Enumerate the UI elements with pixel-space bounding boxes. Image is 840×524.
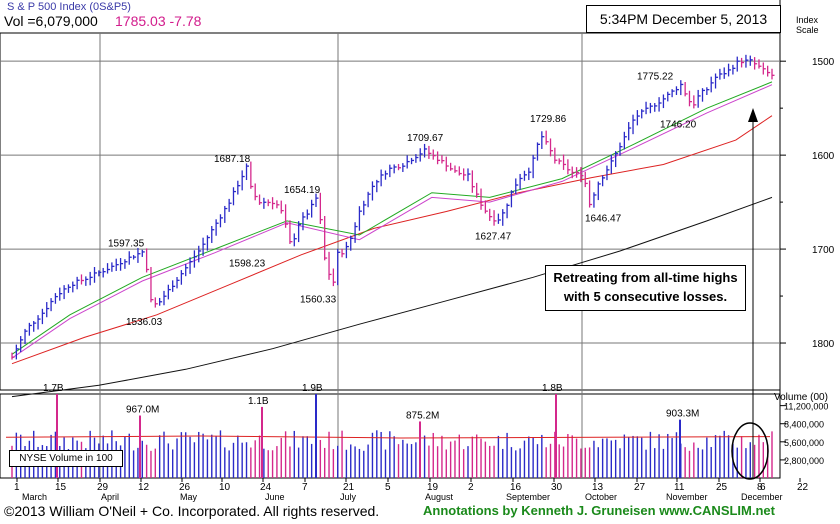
chart-gridlines <box>0 0 801 482</box>
price-annotation-label: 1729.86 <box>530 114 567 125</box>
price-tick-label: 1700 <box>812 245 835 256</box>
price-tick-label: 1600 <box>812 151 835 162</box>
volume-spike-label: 875.2M <box>406 410 439 421</box>
x-tick-label: 2 <box>468 482 474 493</box>
ma-200-line <box>11 196 773 398</box>
index-title: S & P 500 Index (0S&P5) <box>7 1 131 13</box>
x-tick-label: 30 <box>551 482 563 493</box>
x-tick-label: 21 <box>343 482 355 493</box>
volume-bars <box>5 394 773 478</box>
x-tick-label: 10 <box>219 482 231 493</box>
volume-tick-label: 2,800,000 <box>784 456 824 466</box>
timestamp-box: 5:34PM December 5, 2013 <box>586 5 781 33</box>
volume-spike-label: 1.9B <box>302 383 323 394</box>
month-label: April <box>101 492 119 502</box>
moving-average-lines <box>11 81 773 398</box>
index-scale-label: Index Scale <box>796 15 819 35</box>
copyright-text: ©2013 William O'Neil + Co. Incorporated.… <box>4 503 380 519</box>
price-annotation-label: 1536.03 <box>126 317 163 328</box>
price-readout: 1785.03 -7.78 <box>115 13 201 29</box>
month-label: September <box>506 492 550 502</box>
volume-spike-label: 1.1B <box>248 396 269 407</box>
nyse-volume-label: NYSE Volume in 100 <box>9 450 123 467</box>
price-annotation-label: 1597.35 <box>108 239 145 250</box>
month-label: December <box>741 492 783 502</box>
volume-spike-label: 967.0M <box>126 405 159 416</box>
volume-highlight-oval <box>731 422 769 480</box>
volume-tick-label: 11,200,000 <box>784 402 828 412</box>
x-tick-label: 1 <box>14 482 20 493</box>
annotation-box: Retreating from all-time highs with 5 co… <box>545 265 746 311</box>
annotation-credit: Annotations by Kenneth J. Gruneisen www.… <box>423 503 775 518</box>
x-tick-label: 22 <box>797 482 809 493</box>
x-tick-label: 26 <box>179 482 191 493</box>
volume-tick-label: 5,600,000 <box>784 438 824 448</box>
x-tick-label: 12 <box>138 482 150 493</box>
price-annotation-label: 1775.22 <box>637 71 674 82</box>
volume-tick-label: 8,400,000 <box>784 420 824 430</box>
x-tick-label: 29 <box>97 482 109 493</box>
price-tick-label: 1500 <box>812 57 835 68</box>
ma-short-line <box>11 84 773 359</box>
price-annotation-label: 1646.47 <box>585 213 622 224</box>
index-scale-line1: Index <box>796 15 819 25</box>
price-change: -7.78 <box>169 13 202 29</box>
index-symbol: (0S&P5) <box>89 1 131 13</box>
last-price: 1785.03 <box>115 13 166 29</box>
price-annotation-label: 1598.23 <box>229 259 266 270</box>
month-label: May <box>180 492 198 502</box>
price-annotation-label: 1687.18 <box>214 154 251 165</box>
x-tick-label: 5 <box>385 482 391 493</box>
month-label: March <box>22 492 47 502</box>
month-label: November <box>666 492 708 502</box>
month-label: August <box>425 492 454 502</box>
volume-spike-label: 903.3M <box>666 409 699 420</box>
x-tick-label: 6 <box>760 482 766 493</box>
index-name: S & P 500 Index <box>7 1 87 13</box>
month-label: June <box>265 492 285 502</box>
x-tick-label: 24 <box>260 482 272 493</box>
ma-red-line <box>11 115 773 365</box>
index-scale-line2: Scale <box>796 25 819 35</box>
x-tick-label: 19 <box>427 482 439 493</box>
x-tick-label: 11 <box>674 482 685 493</box>
month-label: July <box>340 492 357 502</box>
volume-average-line <box>5 435 771 439</box>
volume-readout: Vol =6,079,000 <box>4 13 98 29</box>
volume-spike-label: 1.7B <box>43 383 64 394</box>
x-tick-label: 27 <box>634 482 646 493</box>
volume-scale-title: Volume (00) <box>774 392 828 403</box>
price-bars <box>11 54 775 360</box>
annotation-arrowhead <box>748 108 758 122</box>
month-label: October <box>585 492 617 502</box>
price-annotation-label: 1746.20 <box>660 120 697 131</box>
price-panel-frame <box>0 32 781 391</box>
ma-50-line <box>11 81 773 355</box>
x-tick-label: 15 <box>55 482 67 493</box>
x-tick-label: 16 <box>510 482 522 493</box>
price-tick-label: 1800 <box>812 339 835 350</box>
price-annotation-label: 1654.19 <box>284 185 321 196</box>
price-annotation-label: 1709.67 <box>407 133 444 144</box>
chart-labels: 1800 1700 1600 1500 11,200,000 8,400,000 5,600… <box>14 57 835 502</box>
volume-spike-label: 1.8B <box>542 383 563 394</box>
x-tick-label: 25 <box>716 482 728 493</box>
x-tick-label: 7 <box>302 482 308 493</box>
annotation-line-1: Retreating from all-time highs <box>553 270 738 285</box>
price-annotation-label: 1627.47 <box>475 231 512 242</box>
x-tick-label: 13 <box>592 482 604 493</box>
price-annotation-label: 1560.33 <box>300 294 337 305</box>
x-tick-label: 8 <box>757 482 763 493</box>
annotation-line-2: with 5 consecutive losses. <box>563 289 728 304</box>
